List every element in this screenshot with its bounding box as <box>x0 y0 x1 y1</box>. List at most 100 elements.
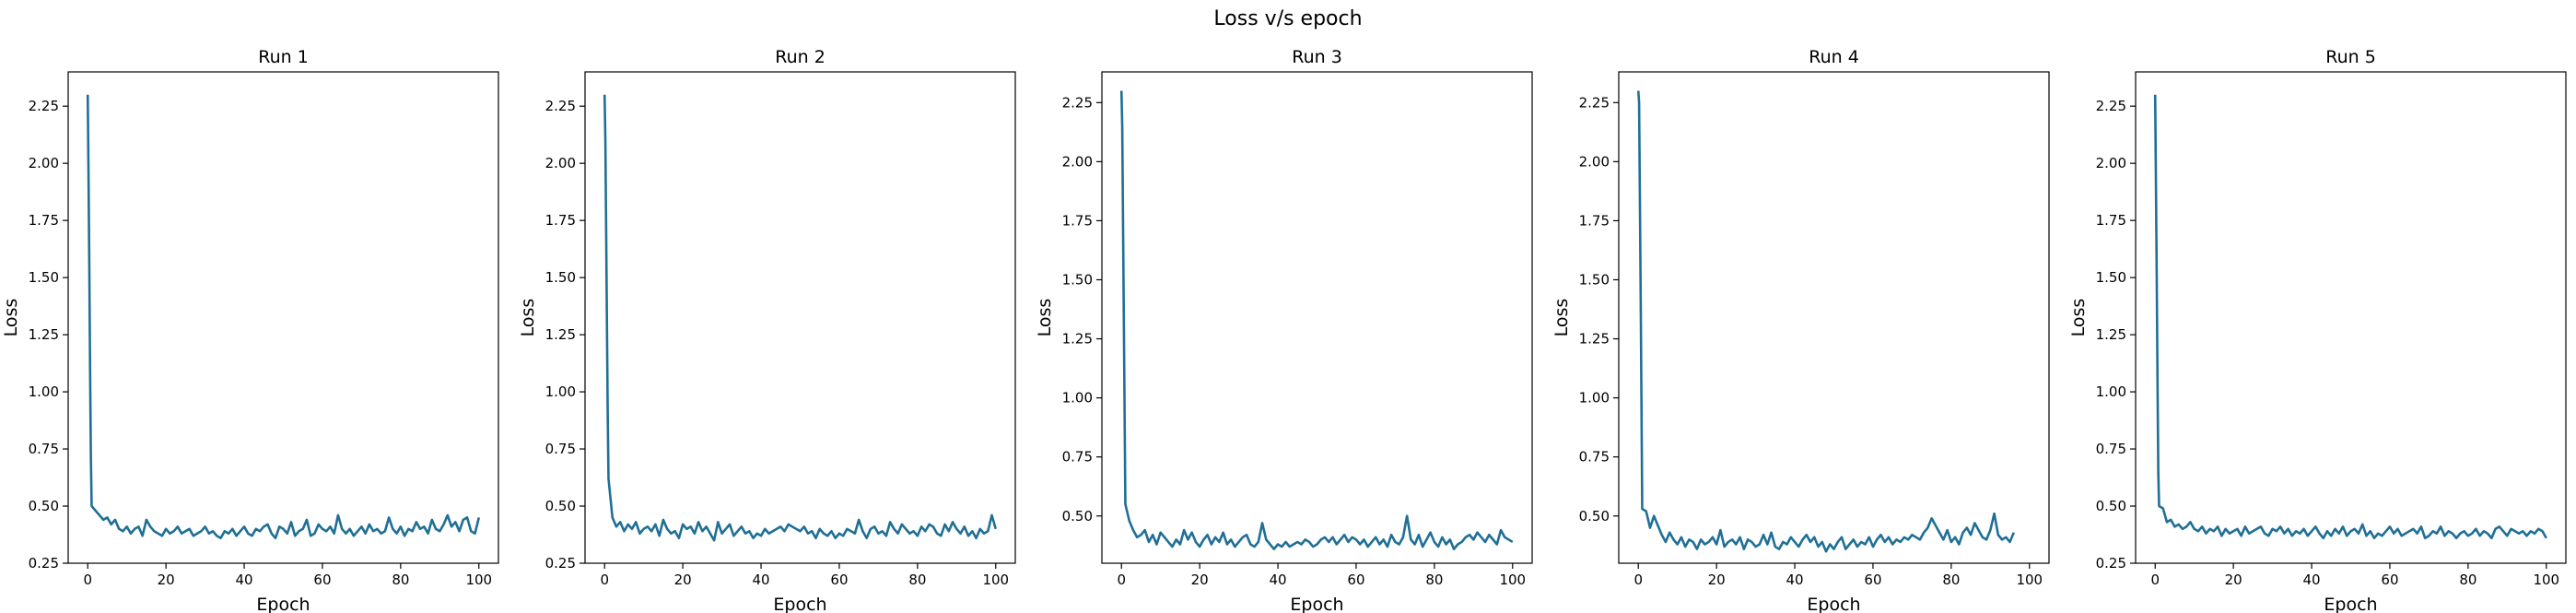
subplot-run-3: Run 3 0 20 40 60 80 100 0.50 0.75 1.00 1.25 1.50 1.7… <box>1035 47 1533 613</box>
subplot-title: Run 3 <box>1292 47 1342 67</box>
y-tick-label: 0.75 <box>545 441 576 457</box>
y-tick-label: 1.75 <box>1062 212 1093 229</box>
y-tick-label: 0.25 <box>29 555 59 572</box>
subplot-title: Run 2 <box>775 47 825 67</box>
y-tick-label: 1.25 <box>1579 331 1610 348</box>
y-axis-label: Loss <box>1035 299 1055 337</box>
x-tick-label: 100 <box>1499 572 1526 588</box>
loss-series-line <box>86 94 481 540</box>
plot-frame <box>2135 71 2567 564</box>
y-tick-label: 1.00 <box>2096 383 2126 400</box>
x-tick-label: 80 <box>2459 572 2476 588</box>
y-tick-label: 0.25 <box>545 555 576 572</box>
subplot-title: Run 5 <box>2325 47 2376 67</box>
x-tick-label: 40 <box>1269 572 1286 588</box>
y-tick-label: 2.25 <box>29 98 59 114</box>
subplot-run-1: Run 1 0 20 40 60 80 100 0.25 0.50 0.75 1.00 1.25 1.5… <box>1 47 499 613</box>
subplot-run-5: Run 5 0 20 40 60 80 100 0.25 0.50 0.75 1.00 1.25 1.5… <box>2068 47 2567 613</box>
y-tick-label: 1.00 <box>1062 390 1093 407</box>
x-tick-label: 80 <box>908 572 926 588</box>
y-tick-label: 1.50 <box>545 269 576 286</box>
x-tick-label: 0 <box>83 572 92 588</box>
x-axis-label: Epoch <box>1807 595 1860 613</box>
x-tick-label: 20 <box>1191 572 1209 588</box>
x-tick-label: 60 <box>1347 572 1364 588</box>
y-tick-label: 1.50 <box>1062 272 1093 289</box>
y-tick-label: 2.00 <box>545 155 576 171</box>
x-tick-label: 40 <box>1786 572 1803 588</box>
y-tick-label: 1.50 <box>1579 272 1610 289</box>
loss-series-line <box>603 94 998 542</box>
y-tick-label: 2.00 <box>29 155 59 171</box>
x-tick-label: 80 <box>392 572 409 588</box>
y-tick-label: 1.25 <box>2096 326 2126 343</box>
x-tick-label: 100 <box>2533 572 2559 588</box>
x-tick-label: 60 <box>830 572 848 588</box>
x-tick-label: 60 <box>313 572 331 588</box>
subplot-title: Run 1 <box>258 47 309 67</box>
y-axis-label: Loss <box>1551 299 1572 337</box>
subplot-run-2: Run 2 0 20 40 60 80 100 0.25 0.50 0.75 1.00 1.25 1.5… <box>518 47 1016 613</box>
x-tick-label: 100 <box>2016 572 2043 588</box>
x-axis-label: Epoch <box>1290 595 1343 613</box>
x-tick-label: 80 <box>1425 572 1443 588</box>
plot-frame <box>1101 71 1533 564</box>
y-tick-label: 1.75 <box>2096 212 2126 229</box>
y-tick-label: 0.50 <box>1579 508 1610 525</box>
y-tick-label: 0.25 <box>2096 555 2126 572</box>
y-tick-label: 0.50 <box>1062 508 1093 525</box>
y-tick-label: 1.50 <box>29 269 59 286</box>
x-tick-label: 40 <box>2302 572 2320 588</box>
subplot-title: Run 4 <box>1809 47 1859 67</box>
loss-series-line <box>1119 90 1514 550</box>
y-tick-label: 1.25 <box>1062 331 1093 348</box>
x-tick-label: 60 <box>2381 572 2398 588</box>
y-tick-label: 2.25 <box>1062 94 1093 111</box>
loss-series-line <box>2153 94 2547 540</box>
y-tick-label: 0.75 <box>1579 449 1610 466</box>
x-tick-label: 60 <box>1864 572 1881 588</box>
y-tick-label: 1.00 <box>545 383 576 400</box>
y-tick-label: 1.25 <box>545 326 576 343</box>
y-tick-label: 0.75 <box>29 441 59 457</box>
y-axis-label: Loss <box>2068 299 2089 337</box>
x-axis-label: Epoch <box>773 595 826 613</box>
x-tick-label: 0 <box>600 572 609 588</box>
y-tick-label: 2.00 <box>1579 153 1610 170</box>
y-tick-label: 2.25 <box>1579 94 1610 111</box>
x-tick-label: 0 <box>2150 572 2160 588</box>
y-tick-label: 1.50 <box>2096 269 2126 286</box>
x-tick-label: 20 <box>158 572 175 588</box>
y-axis-label: Loss <box>518 299 538 337</box>
x-tick-label: 0 <box>1117 572 1126 588</box>
x-axis-label: Epoch <box>256 595 310 613</box>
y-tick-label: 0.75 <box>1062 449 1093 466</box>
plot-frame <box>584 71 1016 564</box>
x-tick-label: 20 <box>2225 572 2242 588</box>
y-tick-label: 1.00 <box>1579 390 1610 407</box>
y-tick-label: 1.75 <box>545 212 576 229</box>
y-tick-label: 2.00 <box>1062 153 1093 170</box>
x-tick-label: 100 <box>465 572 492 588</box>
y-tick-label: 2.00 <box>2096 155 2126 171</box>
y-tick-label: 0.75 <box>2096 441 2126 457</box>
x-tick-label: 0 <box>1633 572 1643 588</box>
subplot-run-4: Run 4 0 20 40 60 80 100 0.50 0.75 1.00 1.25 1.50 1.7… <box>1551 47 2050 613</box>
figure-title: Loss v/s epoch <box>1213 7 1362 30</box>
y-tick-label: 2.25 <box>545 98 576 114</box>
y-axis-label: Loss <box>1 299 21 337</box>
x-tick-label: 20 <box>1708 572 1726 588</box>
x-tick-label: 100 <box>982 572 1009 588</box>
loss-series-line <box>1636 90 2015 553</box>
y-tick-label: 2.25 <box>2096 98 2126 114</box>
x-tick-label: 40 <box>235 572 252 588</box>
y-tick-label: 1.00 <box>29 383 59 400</box>
plot-frame <box>67 71 499 564</box>
y-tick-label: 0.50 <box>29 498 59 514</box>
plot-frame <box>1618 71 2050 564</box>
y-tick-label: 1.75 <box>1579 212 1610 229</box>
x-tick-label: 80 <box>1942 572 1960 588</box>
y-tick-label: 1.25 <box>29 326 59 343</box>
